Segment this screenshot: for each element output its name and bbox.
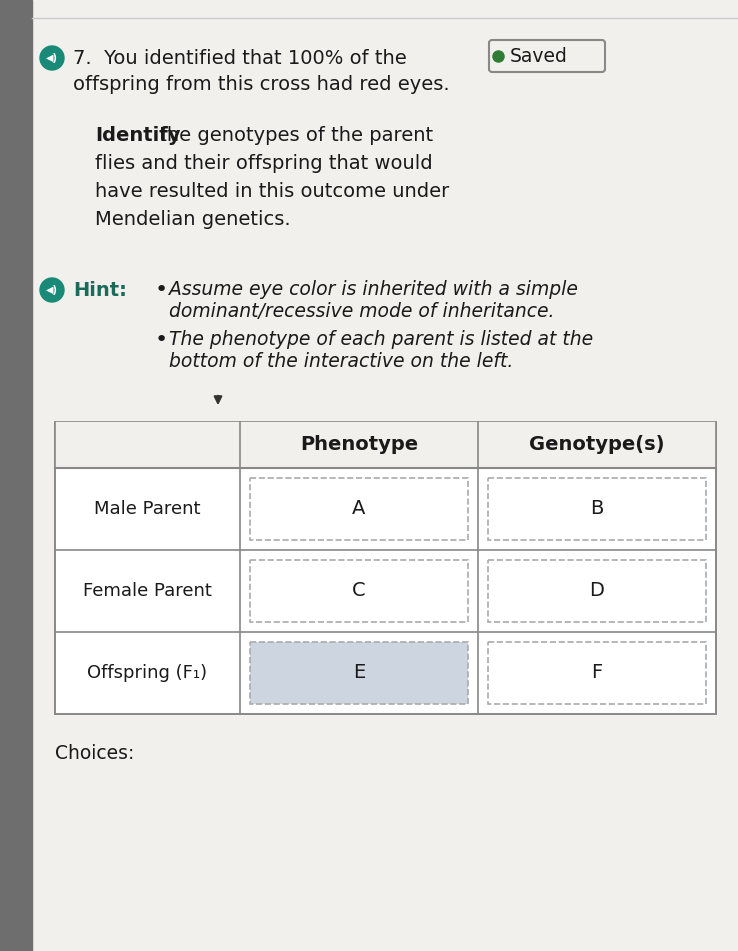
FancyBboxPatch shape <box>488 560 706 622</box>
Text: have resulted in this outcome under: have resulted in this outcome under <box>95 182 449 201</box>
Text: E: E <box>353 664 365 683</box>
Text: bottom of the interactive on the left.: bottom of the interactive on the left. <box>169 352 514 371</box>
Text: Offspring (F₁): Offspring (F₁) <box>87 664 207 682</box>
Text: The phenotype of each parent is listed at the: The phenotype of each parent is listed a… <box>169 330 593 349</box>
Text: 7.  You identified that 100% of the: 7. You identified that 100% of the <box>73 49 407 68</box>
FancyBboxPatch shape <box>250 478 468 540</box>
Text: the genotypes of the parent: the genotypes of the parent <box>153 126 433 145</box>
Text: ◀): ◀) <box>46 285 58 295</box>
Text: offspring from this cross had red eyes.: offspring from this cross had red eyes. <box>73 74 449 93</box>
Text: flies and their offspring that would: flies and their offspring that would <box>95 154 432 173</box>
Bar <box>55 422 716 714</box>
Text: D: D <box>590 581 604 600</box>
Bar <box>55 422 716 468</box>
Text: C: C <box>352 581 366 600</box>
Text: dominant/recessive mode of inheritance.: dominant/recessive mode of inheritance. <box>169 302 554 321</box>
Text: ◀): ◀) <box>46 53 58 63</box>
FancyBboxPatch shape <box>250 642 468 704</box>
Circle shape <box>40 46 64 70</box>
FancyBboxPatch shape <box>250 560 468 622</box>
Text: Phenotype: Phenotype <box>300 436 418 455</box>
Text: Genotype(s): Genotype(s) <box>529 436 665 455</box>
FancyBboxPatch shape <box>488 642 706 704</box>
Text: Female Parent: Female Parent <box>83 582 212 600</box>
Text: A: A <box>352 499 366 518</box>
Text: Hint:: Hint: <box>73 281 127 300</box>
Text: •: • <box>155 280 168 300</box>
FancyBboxPatch shape <box>488 478 706 540</box>
Bar <box>0 0 32 951</box>
Text: Saved: Saved <box>510 47 568 66</box>
Text: Choices:: Choices: <box>55 744 134 763</box>
Text: Assume eye color is inherited with a simple: Assume eye color is inherited with a sim… <box>169 280 578 299</box>
Text: •: • <box>155 330 168 350</box>
Text: B: B <box>590 499 604 518</box>
Text: Identify: Identify <box>95 126 181 145</box>
Text: Male Parent: Male Parent <box>94 500 201 518</box>
Text: F: F <box>591 664 603 683</box>
Circle shape <box>40 278 64 302</box>
Text: Mendelian genetics.: Mendelian genetics. <box>95 210 291 229</box>
